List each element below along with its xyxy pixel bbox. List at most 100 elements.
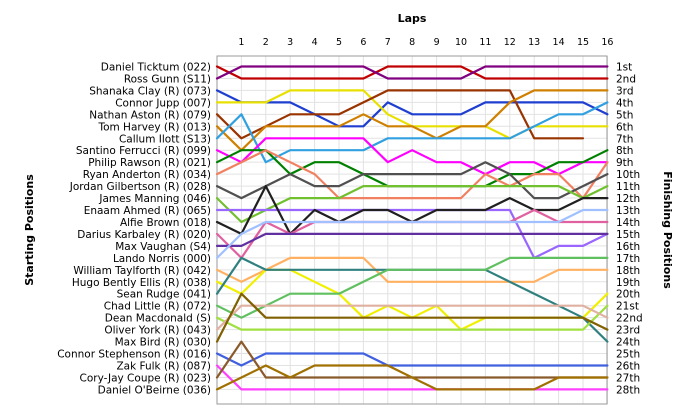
starting-position-label: Santino Ferrucci (R) (099) (76, 145, 211, 157)
series-line-8 (215, 137, 609, 176)
x-tick-label: 9 (434, 37, 440, 48)
finishing-position-label: 21st (616, 301, 639, 313)
finishing-position-label: 3rd (616, 85, 633, 97)
finishing-position-label: 18th (616, 265, 640, 277)
finishing-position-label: 24th (616, 337, 640, 349)
series-line-6 (215, 89, 609, 152)
starting-position-label: Darius Karbaley (R) (020) (77, 229, 211, 241)
x-tick-label: 15 (577, 37, 589, 48)
left-axis-title: Starting Positions (23, 174, 36, 286)
series-line-2 (215, 65, 609, 80)
x-tick-label: 8 (409, 37, 415, 48)
finishing-position-label: 27th (616, 372, 640, 384)
x-tick-label: 2 (263, 37, 269, 48)
starting-position-label: Enaam Ahmed (R) (065) (84, 205, 211, 217)
starting-position-label: Ross Gunn (S11) (124, 73, 211, 85)
starting-position-label: Shanaka Clay (R) (073) (89, 85, 211, 97)
x-tick-label: 12 (504, 37, 516, 48)
x-axis-title: Laps (398, 12, 427, 25)
starting-position-label: Sean Rudge (041) (117, 289, 211, 301)
series-line-17 (215, 208, 609, 259)
starting-position-label: Oliver York (R) (043) (104, 325, 211, 337)
x-tick-label: 13 (528, 37, 540, 48)
finishing-position-label: 8th (616, 145, 633, 157)
starting-position-label: William Taylforth (R) (042) (73, 265, 211, 277)
finishing-position-label: 6th (616, 121, 633, 133)
starting-position-label: Daniel O'Beirne (036) (98, 384, 211, 396)
series-line-18 (215, 256, 609, 283)
series-lines (215, 65, 609, 391)
starting-position-label: James Manning (046) (98, 193, 211, 205)
series-line-5 (215, 89, 585, 140)
starting-position-label: Lando Norris (000) (113, 253, 211, 265)
x-tick-label: 16 (601, 37, 613, 48)
series-line-3 (215, 89, 609, 128)
x-tick-label: 1 (238, 37, 244, 48)
starting-position-label: Callum Ilott (S13) (119, 133, 211, 145)
starting-position-labels: Daniel Ticktum (022)Ross Gunn (S11)Shana… (57, 62, 211, 397)
x-tick-label: 10 (455, 37, 467, 48)
gridlines (217, 56, 608, 404)
finishing-position-label: 13th (616, 205, 640, 217)
series-line-23 (215, 304, 609, 331)
finishing-position-label: 5th (616, 109, 633, 121)
right-axis-title: Finishing Positions (661, 171, 674, 289)
finishing-position-label: 22nd (616, 313, 643, 325)
x-tick-label: 6 (360, 37, 366, 48)
starting-position-label: Tom Harvey (R) (013) (97, 121, 211, 133)
finishing-position-label: 1st (616, 62, 632, 74)
finishing-position-label: 25th (616, 349, 640, 361)
finishing-position-label: 9th (616, 157, 633, 169)
finishing-position-label: 26th (616, 361, 640, 373)
starting-position-label: Max Bird (R) (030) (115, 337, 211, 349)
finishing-position-label: 4th (616, 97, 633, 109)
finishing-position-label: 19th (616, 277, 640, 289)
x-tick-label: 11 (479, 37, 491, 48)
series-line-22 (215, 304, 609, 331)
plot-frame (216, 55, 608, 405)
x-tick-label: 4 (312, 37, 318, 48)
series-line-21 (215, 256, 609, 319)
x-tick-label: 7 (385, 37, 391, 48)
finishing-position-label: 14th (616, 217, 640, 229)
x-tick-labels: 1 2 3 4 5 6 7 8 9 10 11 12 13 14 15 16 (238, 37, 613, 48)
finishing-position-label: 12th (616, 193, 640, 205)
x-tick-label: 3 (287, 37, 293, 48)
series-line-1 (215, 65, 609, 80)
starting-position-label: Zak Fulk (R) (087) (116, 361, 211, 373)
starting-position-label: Hugo Bently Ellis (R) (038) (72, 277, 211, 289)
series-line-28 (215, 364, 609, 391)
finishing-position-label: 10th (616, 169, 640, 181)
starting-position-label: Ryan Anderton (R) (034) (83, 169, 211, 181)
starting-position-label: Chad Little (R) (072) (104, 301, 211, 313)
finishing-position-label: 23rd (616, 325, 640, 337)
starting-position-label: Jordan Gilbertson (R) (028) (69, 181, 211, 193)
finishing-position-label: 15th (616, 229, 640, 241)
starting-position-label: Philip Rawson (R) (021) (88, 157, 211, 169)
series-line-13 (215, 208, 609, 259)
series-line-16 (215, 232, 609, 247)
starting-position-label: Dean Macdonald (S) (105, 313, 211, 325)
x-tick-label: 14 (553, 37, 565, 48)
x-tick-label: 5 (336, 37, 342, 48)
starting-position-label: Cory-Jay Coupe (R) (023) (80, 372, 212, 384)
series-line-12 (215, 185, 609, 224)
series-line-10 (215, 149, 609, 200)
finishing-position-label: 7th (616, 133, 633, 145)
finishing-position-labels: 1st2nd3rd4th5th6th7th8th9th10th11th12th1… (616, 62, 643, 397)
finishing-position-label: 17th (616, 253, 640, 265)
series-line-7 (215, 101, 609, 164)
starting-position-label: Connor Jupp (007) (115, 97, 211, 109)
series-line-24 (215, 292, 609, 343)
finishing-position-label: 20th (616, 289, 640, 301)
starting-position-label: Alfie Brown (018) (120, 217, 211, 229)
finishing-position-label: 11th (616, 181, 640, 193)
starting-position-label: Daniel Ticktum (022) (101, 62, 211, 74)
series-line-11 (215, 161, 609, 200)
starting-position-label: Max Vaughan (S4) (115, 241, 211, 253)
starting-position-label: Nathan Aston (R) (079) (89, 109, 211, 121)
finishing-position-label: 28th (616, 384, 640, 396)
series-line-26 (215, 364, 609, 391)
finishing-position-label: 2nd (616, 73, 636, 85)
